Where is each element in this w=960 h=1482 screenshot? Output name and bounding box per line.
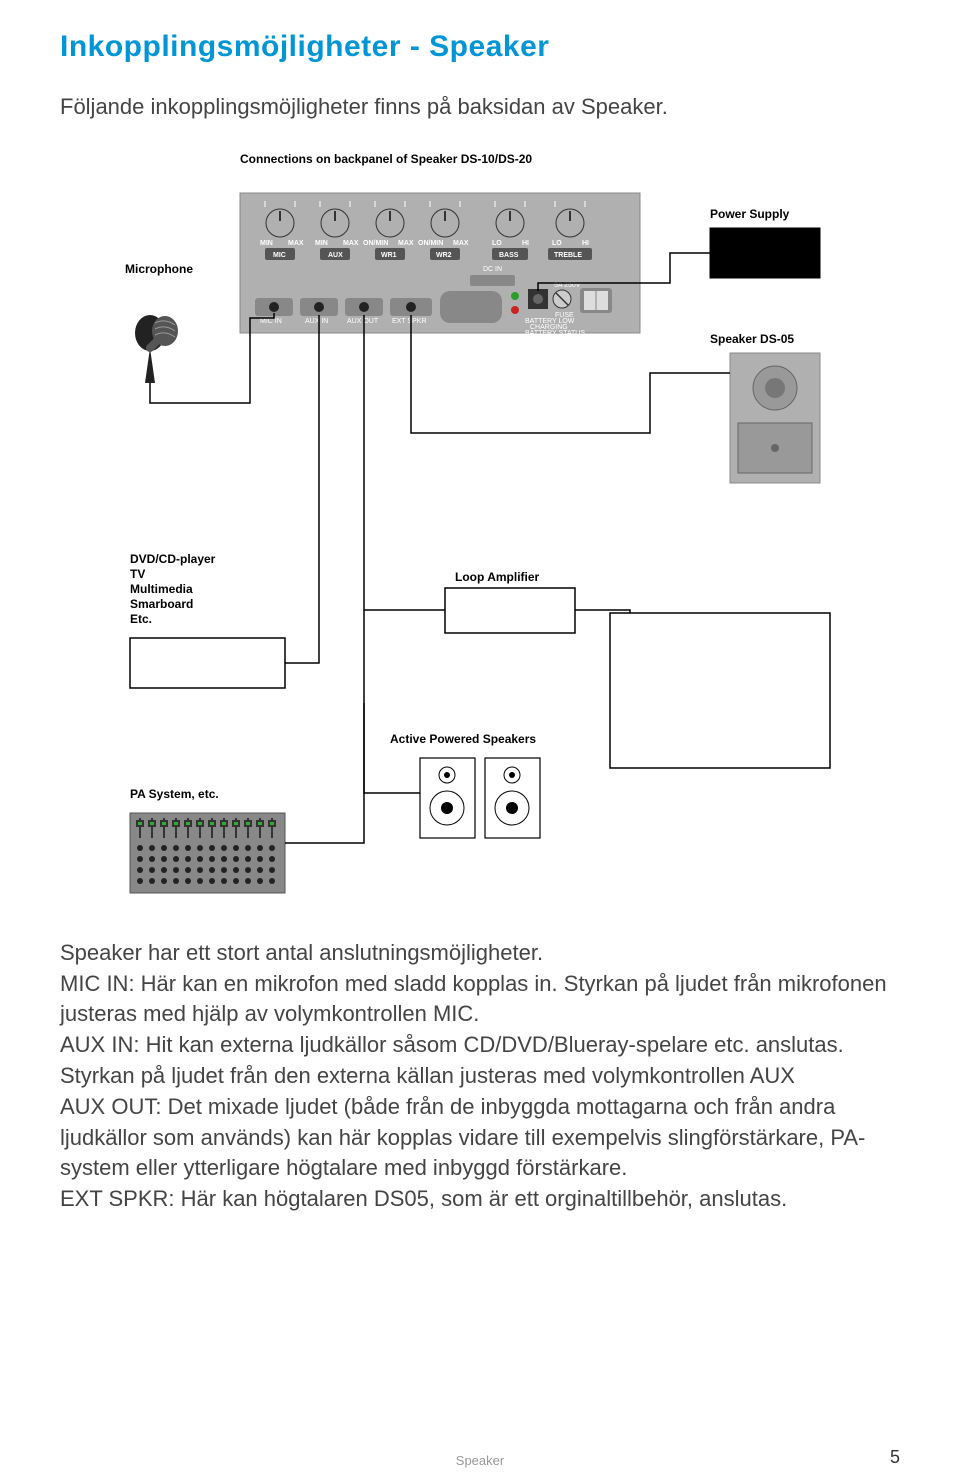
- body-para3: AUX IN: Hit kan externa ljudkällor såsom…: [60, 1030, 900, 1092]
- svg-text:BASS: BASS: [499, 252, 519, 259]
- svg-text:MAX: MAX: [343, 240, 359, 247]
- body-para2: MIC IN: Här kan en mikrofon med sladd ko…: [60, 969, 900, 1031]
- loop-amp-label: Loop Amplifier: [455, 570, 540, 584]
- power-supply-label: Power Supply: [710, 207, 790, 221]
- active-speakers: [420, 758, 540, 838]
- body-para5: EXT SPKR: Här kan högtalaren DS05, som ä…: [60, 1184, 900, 1215]
- diagram-title: Connections on backpanel of Speaker DS-1…: [240, 152, 532, 166]
- footer-text: Speaker: [0, 1453, 960, 1468]
- svg-text:MIN: MIN: [315, 240, 328, 247]
- svg-text:AUX: AUX: [328, 252, 343, 259]
- svg-text:MIC: MIC: [273, 252, 286, 259]
- connection-diagram: Connections on backpanel of Speaker DS-1…: [70, 143, 890, 913]
- svg-text:TREBLE: TREBLE: [554, 252, 582, 259]
- page-number: 5: [890, 1447, 900, 1468]
- svg-text:MIN: MIN: [260, 240, 273, 247]
- svg-text:ON/MIN: ON/MIN: [363, 240, 388, 247]
- wire-auxout-pa: [285, 703, 364, 843]
- svg-text:EXT SPKR: EXT SPKR: [392, 318, 427, 325]
- svg-text:DC IN: DC IN: [483, 266, 502, 273]
- svg-text:LO: LO: [492, 240, 502, 247]
- microphone-icon: [135, 315, 178, 383]
- svg-text:MAX: MAX: [288, 240, 304, 247]
- svg-text:MAX: MAX: [453, 240, 469, 247]
- speaker-ds05-label: Speaker DS-05: [710, 332, 794, 346]
- svg-text:MIC IN: MIC IN: [260, 318, 282, 325]
- svg-text:BATTERY STATUS: BATTERY STATUS: [525, 330, 585, 337]
- svg-text:DVD/CD-playerTVMultimediaSmarb: DVD/CD-playerTVMultimediaSmarboardEtc.: [130, 552, 216, 626]
- microphone-label: Microphone: [125, 262, 193, 276]
- body-para1: Speaker har ett stort antal anslutningsm…: [60, 938, 900, 969]
- svg-text:WR2: WR2: [436, 252, 452, 259]
- induction-loop-block: InductionLoop: [610, 613, 830, 768]
- svg-text:ON/MIN: ON/MIN: [418, 240, 443, 247]
- dvd-block: DVD/CD-playerTVMultimediaSmarboardEtc.: [130, 552, 285, 688]
- speaker-ds05-box: [730, 353, 820, 483]
- svg-text:AUX IN: AUX IN: [305, 318, 328, 325]
- svg-text:LO: LO: [552, 240, 562, 247]
- pa-mixer: [130, 813, 285, 893]
- wire-auxin: [285, 315, 319, 663]
- page-title: Inkopplingsmöjligheter - Speaker: [60, 30, 900, 64]
- svg-text:AUX OUT: AUX OUT: [347, 318, 379, 325]
- body-para4: AUX OUT: Det mixade ljudet (både från de…: [60, 1092, 900, 1184]
- power-supply-box: [710, 228, 820, 278]
- svg-text:MAX: MAX: [398, 240, 414, 247]
- intro-text: Följande inkopplingsmöjligheter finns på…: [60, 92, 900, 123]
- wire-auxout-loop: [364, 315, 445, 610]
- svg-text:HI: HI: [582, 240, 589, 247]
- svg-text:WR1: WR1: [381, 252, 397, 259]
- pa-system-label: PA System, etc.: [130, 787, 219, 801]
- svg-text:HI: HI: [522, 240, 529, 247]
- wire-auxout-speakers: [364, 610, 420, 793]
- active-speakers-label: Active Powered Speakers: [390, 732, 536, 746]
- loop-amp-box: [445, 588, 575, 633]
